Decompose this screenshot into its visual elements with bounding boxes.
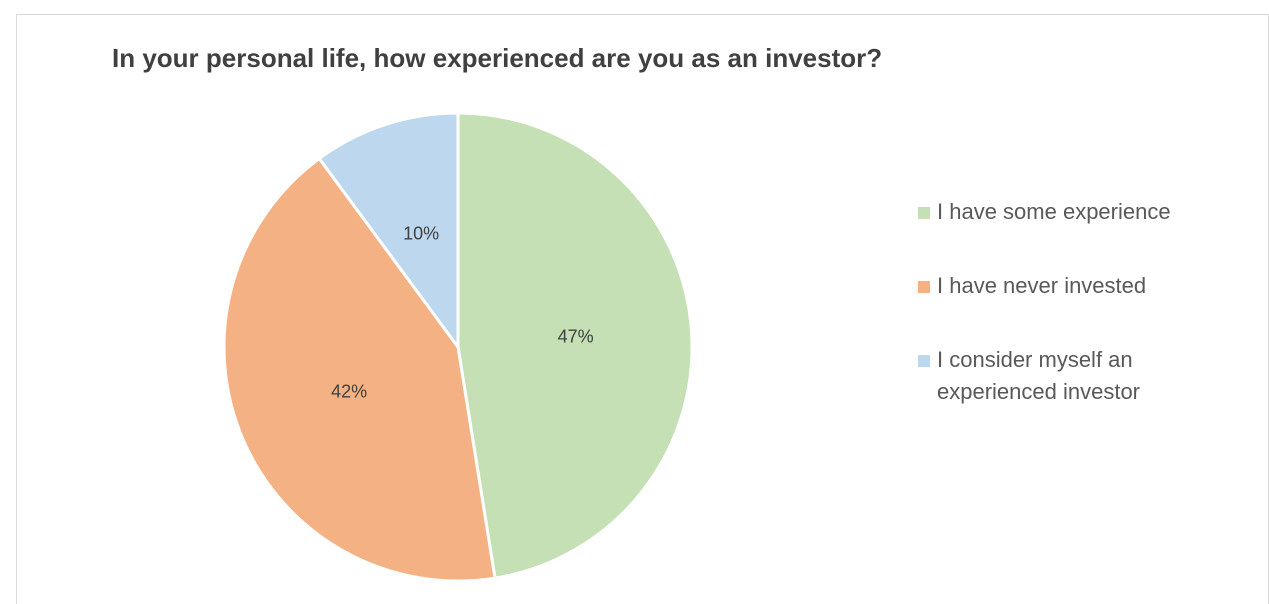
data-label: 42% (331, 381, 367, 401)
data-label: 10% (403, 224, 439, 244)
chart-title: In your personal life, how experienced a… (112, 43, 882, 73)
legend-label: I have never invested (937, 273, 1147, 298)
legend-item: I consider myself an experienced investo… (918, 344, 1248, 408)
legend-item: I have some experience (918, 196, 1248, 228)
legend-swatch (918, 281, 930, 293)
legend: I have some experience I have never inves… (918, 196, 1248, 450)
data-label: 47% (558, 326, 594, 346)
legend-item: I have never invested (918, 270, 1248, 302)
legend-label: I have some experience (937, 199, 1171, 224)
legend-swatch (918, 207, 930, 219)
legend-label: I consider myself an experienced investo… (937, 347, 1141, 404)
pie-slice (222, 156, 497, 583)
pie-slice (317, 111, 460, 352)
legend-swatch (918, 355, 930, 367)
pie-slice (456, 111, 694, 580)
